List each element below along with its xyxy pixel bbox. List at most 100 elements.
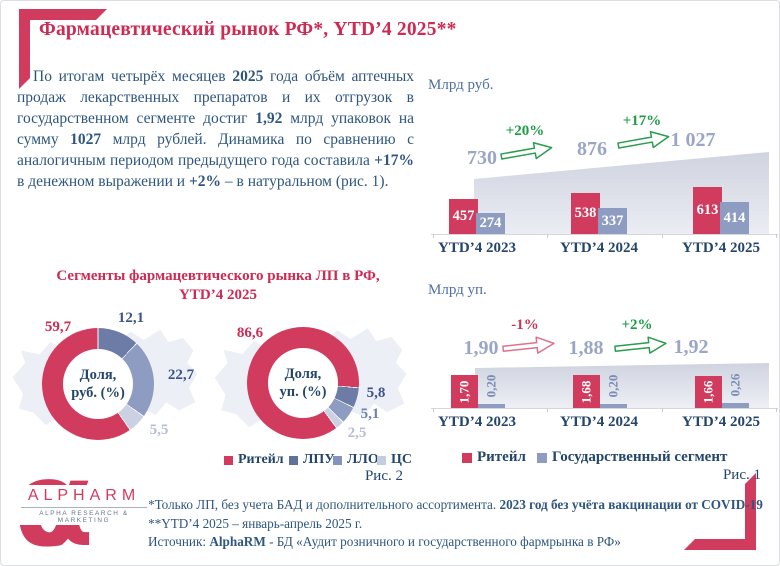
- pack-total-2024: 1,88: [568, 337, 604, 359]
- pack-growth-label-1: -1%: [511, 317, 539, 333]
- rub-retail-bar-2023: [449, 199, 478, 234]
- axis-tick: [662, 234, 663, 238]
- pack-category-2025: YTD’4 2025: [682, 414, 760, 430]
- legend-swatch-icon: [537, 452, 547, 463]
- donut-pack-retail-value: 86,6: [236, 325, 264, 341]
- axis-tick: [776, 408, 777, 412]
- rub-retail-value: 613: [696, 202, 719, 218]
- donut-center-line1: Доля,: [79, 367, 117, 383]
- intro-segment: млрд упаковок на сумму: [17, 109, 414, 148]
- intro-segment: 1,92: [255, 109, 283, 127]
- legend-label: ЛПУ: [303, 452, 335, 467]
- donut-rub-cs-value: 5,5: [149, 422, 169, 438]
- figure-2-label: Рис. 2: [364, 468, 403, 484]
- rub-growth-label-2: +17%: [622, 113, 662, 129]
- rub-x-axis: [431, 234, 778, 235]
- pack-total-2025: 1,92: [673, 336, 709, 358]
- donut-center-line2: руб. (%): [71, 385, 125, 401]
- legend-swatch-icon: [289, 455, 298, 465]
- pack-state-value: 0,26: [727, 373, 743, 396]
- rub-state-value: 337: [601, 212, 624, 229]
- rub-total-2024: 876: [577, 138, 607, 160]
- legend-label: Государственный сегмент: [552, 449, 728, 465]
- rub-state-bar-2024: [598, 208, 627, 234]
- pack-total-2023: 1,90: [463, 337, 499, 359]
- donut-pack-center-label: Доля, уп. (%): [247, 327, 359, 439]
- legend-swatch-icon: [462, 452, 472, 463]
- intro-segment: По итогам четырёх месяцев: [33, 68, 233, 85]
- axis-tick: [433, 234, 434, 238]
- pack-legend-retail: Ритейл: [462, 449, 526, 466]
- donut-chart-pack-share: [247, 327, 359, 439]
- pack-chart-unit-label: Млрд уп.: [428, 282, 487, 298]
- donut-section-title-line2: YTD’4 2025: [179, 287, 257, 303]
- rub-retail-value: 538: [574, 205, 597, 221]
- axis-tick: [547, 234, 548, 238]
- donut-rub-lpu-value: 12,1: [117, 310, 145, 326]
- intro-segment: года объём аптечных продаж лекарственных…: [17, 68, 414, 127]
- pack-category-2023: YTD’4 2023: [438, 414, 516, 430]
- pack-retail-bar-2024: [573, 375, 600, 408]
- intro-segment: 2025: [232, 68, 264, 85]
- growth-arrow-icon: [500, 141, 553, 160]
- rub-total-2025: 1 027: [670, 129, 716, 151]
- intro-paragraph: По итогам четырёх месяцев 2025 года объё…: [17, 67, 414, 192]
- footnote-line-3: Источник: AlphaRM - БД «Аудит розничного…: [148, 534, 621, 549]
- donut-rub-llo-value: 22,7: [167, 367, 195, 383]
- donut-rub-retail-value: 59,7: [44, 319, 72, 335]
- rub-retail-value: 457: [452, 208, 475, 224]
- pack-category-2024: YTD’4 2024: [560, 414, 638, 430]
- donut-center-line2: уп. (%): [279, 384, 327, 400]
- rub-chart-unit-label: Млрд руб.: [428, 77, 494, 93]
- donut-pack-llo-value: 5,1: [360, 406, 380, 422]
- intro-segment: млрд рублей. Динамика по сравнению с ана…: [17, 130, 414, 169]
- intro-segment: – в натуральном (рис. 1).: [221, 172, 389, 190]
- pack-state-value: 0,20: [605, 374, 621, 397]
- donut-legend-lpu: ЛПУ: [289, 452, 335, 468]
- pack-growth-label-2: +2%: [621, 317, 653, 333]
- donut-chart-rub-share: [42, 328, 154, 440]
- pack-retail-bar-2025: [695, 376, 722, 408]
- rub-category-2024: YTD’4 2024: [560, 240, 638, 256]
- rub-total-2023: 730: [467, 147, 497, 169]
- corner-bracket-top-left: [19, 9, 107, 89]
- pack-retail-value: 1,66: [700, 380, 716, 404]
- intro-segment: +17%: [374, 151, 414, 169]
- legend-label: ЛЛО: [347, 452, 379, 467]
- pack-retail-value: 1,68: [578, 380, 594, 403]
- pack-retail-bar-2023: [451, 375, 478, 408]
- donut-rub-center-label: Доля, руб. (%): [42, 328, 154, 440]
- rub-state-bar-2025: [720, 202, 749, 234]
- legend-swatch-icon: [224, 455, 233, 465]
- logo-name: ALPHARM: [21, 487, 147, 508]
- donut-center-line1: Доля,: [284, 366, 322, 382]
- rub-retail-bar-2025: [693, 187, 722, 234]
- donut-section-title-line1: Сегменты фармацевтического рынка ЛП в РФ…: [56, 268, 380, 284]
- pack-x-axis: [431, 408, 778, 409]
- rub-state-value: 274: [479, 215, 502, 231]
- footnote-line-1: *Только ЛП, без учета БАД и дополнительн…: [148, 497, 763, 512]
- donut-legend-cs: ЦС: [377, 452, 412, 468]
- donut-pack-lpu-value: 5,8: [366, 385, 386, 401]
- logo-tagline: ALPHA RESEARCH & MARKETING: [39, 510, 129, 524]
- donut-legend-retail: Ритейл: [224, 452, 284, 468]
- growth-arrow-icon: [617, 130, 670, 149]
- donut-legend-llo: ЛЛО: [333, 452, 379, 468]
- pack-state-bar-2024: [600, 404, 627, 408]
- page-title: Фармацевтический рынок РФ*, YTD’4 2025**: [39, 19, 457, 40]
- legend-label: ЦС: [391, 452, 412, 467]
- logo-text-band: ALPHARM ALPHA RESEARCH & MARKETING: [19, 485, 149, 525]
- intro-segment: +2%: [188, 172, 222, 190]
- legend-swatch-icon: [377, 455, 386, 465]
- decline-arrow-icon: [502, 336, 555, 354]
- growth-arrow-icon: [614, 336, 667, 354]
- rub-state-bar-2023: [476, 213, 505, 234]
- pack-state-bar-2023: [478, 404, 505, 408]
- rub-category-2025: YTD’4 2025: [682, 240, 760, 256]
- axis-tick: [776, 234, 777, 238]
- pack-retail-value: 1,70: [456, 380, 472, 403]
- rub-growth-label-1: +20%: [505, 123, 545, 139]
- axis-tick: [433, 408, 434, 412]
- rub-category-2023: YTD’4 2023: [438, 240, 516, 256]
